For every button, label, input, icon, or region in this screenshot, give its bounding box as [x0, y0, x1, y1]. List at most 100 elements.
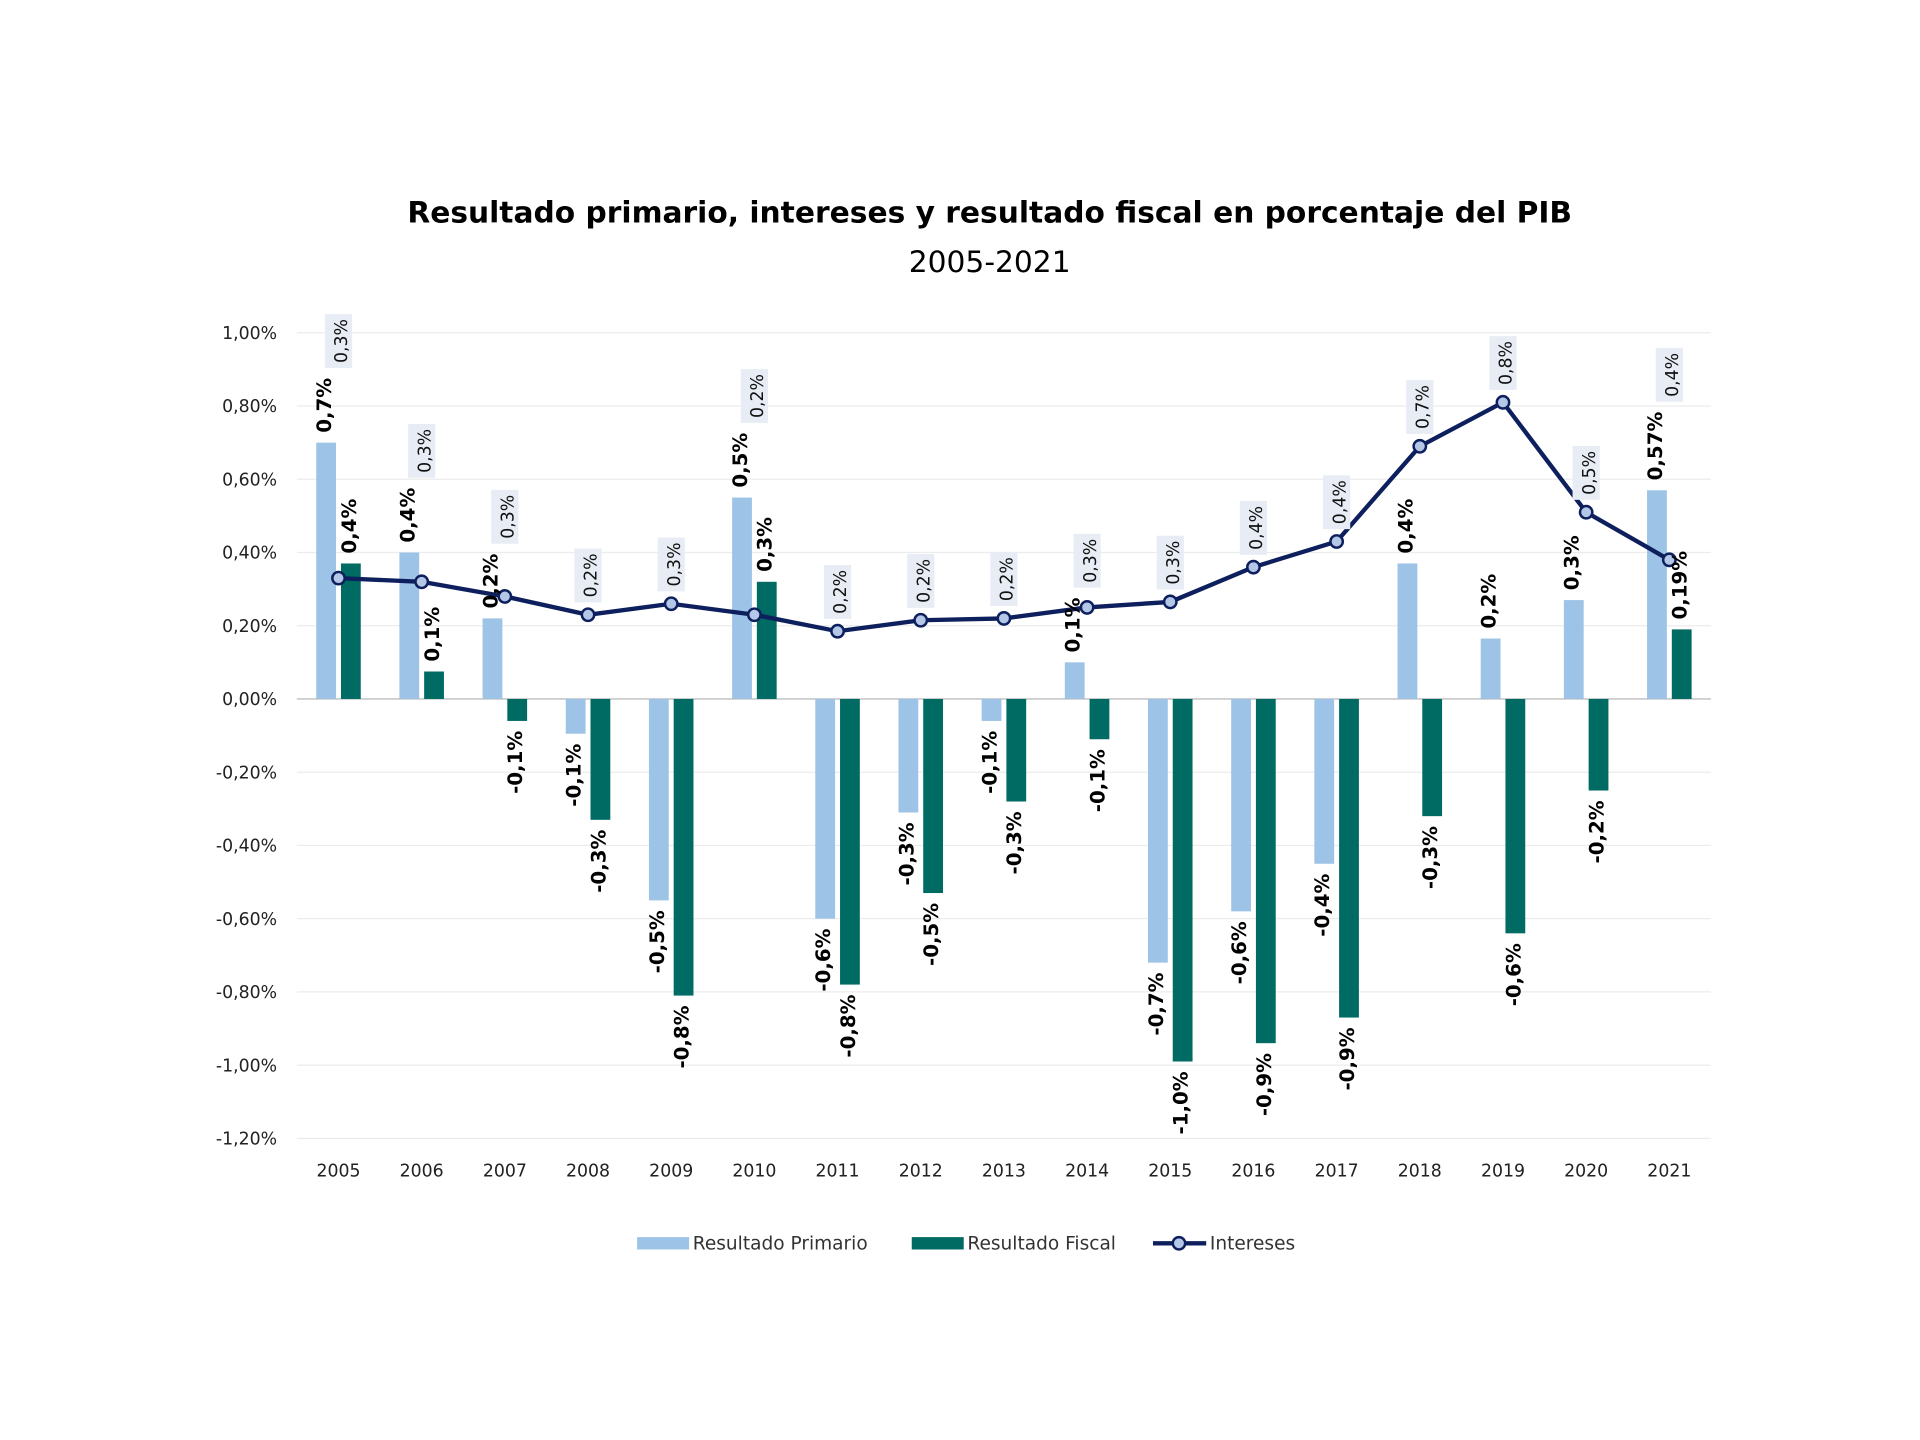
data-label-group: -0,4% [1311, 873, 1334, 936]
bar-resultado-primario [1647, 490, 1667, 699]
y-tick-label: -1,00% [216, 1056, 277, 1076]
data-label-group: 0,2% [479, 553, 502, 608]
data-label: 0,57% [1644, 412, 1667, 481]
data-label-group: -0,1% [504, 731, 527, 794]
bars [316, 442, 1692, 1062]
bar-resultado-primario [1314, 698, 1335, 864]
intereses-label: 0,3% [415, 429, 435, 473]
data-label-group: 0,4% [396, 488, 419, 543]
intereses-label: 0,3% [1164, 541, 1184, 585]
legend-marker-intereses [1171, 1235, 1187, 1251]
bar-resultado-primario [316, 442, 337, 699]
data-label-group: -0,5% [646, 910, 669, 973]
data-label-group: 0,2% [1478, 574, 1501, 629]
bar-resultado-fiscal [923, 698, 944, 894]
x-tick-label: 2021 [1647, 1161, 1691, 1181]
intereses-marker [1079, 600, 1095, 615]
bar-resultado-primario [981, 698, 1002, 721]
label-box [1073, 533, 1101, 588]
intereses-label: 0,3% [1081, 539, 1101, 583]
intereses-label: 0,2% [831, 570, 851, 614]
intereses-label: 0,3% [665, 542, 685, 586]
intereses-label-group: 0,2% [740, 369, 768, 423]
label-box [823, 565, 852, 619]
x-tick-label: 2006 [400, 1161, 444, 1181]
data-label-group: -0,1% [1086, 749, 1109, 812]
label-box [1156, 535, 1184, 590]
intereses-label-group: 0,2% [574, 548, 602, 603]
intereses-marker [1661, 552, 1677, 568]
label-box [1572, 445, 1600, 500]
data-label: -0,2% [1585, 800, 1608, 863]
intereses-label: 0,2% [748, 374, 768, 418]
data-label: 0,1% [1062, 597, 1085, 652]
data-label: 0,3% [1561, 535, 1584, 590]
data-label: -0,6% [1502, 943, 1525, 1006]
x-tick-label: 2013 [982, 1161, 1026, 1181]
intereses-label-group: 0,3% [1156, 535, 1184, 590]
data-label: -0,6% [812, 928, 835, 991]
bar-resultado-primario [565, 698, 586, 734]
data-label: -0,1% [563, 743, 586, 806]
data-labels: 0,7% 0,4% 0,2% -0,1% -0,5% 0,5% -0,6% -0,3% -0,1… [313, 314, 1692, 1134]
intereses-label: 0,7% [1413, 385, 1433, 429]
data-label: -0,3% [1419, 826, 1442, 889]
bar-resultado-primario [815, 698, 836, 919]
intereses-label: 0,4% [1247, 506, 1267, 550]
data-label: -0,9% [1336, 1027, 1359, 1090]
bar-resultado-fiscal [424, 671, 444, 699]
data-label-group: -0,9% [1253, 1053, 1276, 1116]
data-label: -0,3% [895, 822, 918, 885]
data-label-group: 0,1% [421, 607, 444, 662]
x-tick-label: 2007 [483, 1161, 527, 1181]
label-box [1489, 336, 1517, 390]
y-tick-label: -0,60% [216, 910, 277, 930]
data-label-group: -0,3% [587, 830, 610, 893]
intereses-marker [414, 574, 430, 590]
data-label: 0,4% [396, 488, 419, 543]
data-label-group: -0,5% [920, 903, 943, 966]
y-tick-label: -0,80% [216, 983, 277, 1003]
intereses-label-group: 0,3% [408, 423, 436, 478]
y-tick-label: -0,20% [216, 763, 277, 783]
bar-resultado-fiscal [1588, 698, 1609, 791]
data-label: 0,19% [1669, 551, 1692, 620]
intereses-label-group: 0,3% [324, 314, 352, 368]
data-label: -0,7% [1145, 972, 1168, 1035]
label-box [408, 423, 436, 478]
y-tick-label: 0,80% [222, 397, 277, 417]
x-tick-label: 2011 [816, 1161, 860, 1181]
data-label: 0,7% [313, 378, 336, 433]
bar-resultado-fiscal [1505, 698, 1526, 934]
label-box [990, 552, 1018, 607]
x-tick-label: 2005 [316, 1161, 360, 1181]
bar-resultado-primario [1563, 600, 1584, 699]
data-label-group: -0,6% [812, 928, 835, 991]
legend: Resultado Primario Resultado Fiscal Intere… [637, 1233, 1295, 1254]
bar-resultado-fiscal [1089, 698, 1110, 740]
bar-resultado-fiscal [1671, 629, 1692, 699]
intereses-marker [663, 596, 679, 612]
data-label: -0,1% [978, 731, 1001, 794]
data-label: 0,4% [338, 499, 361, 554]
data-label: 0,2% [479, 553, 502, 608]
intereses-marker [497, 589, 513, 604]
intereses-label-group: 0,4% [1655, 347, 1683, 402]
x-tick-label: 2017 [1315, 1161, 1359, 1181]
bar-resultado-fiscal [840, 698, 860, 985]
bar-resultado-fiscal [507, 698, 528, 721]
intereses-label-group: 0,3% [657, 537, 685, 592]
data-label-group: -0,3% [895, 822, 918, 885]
intereses-label-group: 0,5% [1572, 445, 1600, 500]
intereses-label: 0,4% [1663, 353, 1683, 397]
y-tick-label: 0,40% [222, 544, 277, 564]
intereses-label-group: 0,2% [990, 552, 1018, 607]
label-box [574, 548, 602, 603]
data-label-group: -0,3% [1419, 826, 1442, 889]
intereses-label: 0,3% [499, 495, 519, 539]
intereses-marker [580, 607, 596, 623]
legend-label: Resultado Primario [693, 1233, 868, 1254]
label-box [1323, 475, 1351, 530]
legend-swatch-fiscal [911, 1237, 964, 1250]
